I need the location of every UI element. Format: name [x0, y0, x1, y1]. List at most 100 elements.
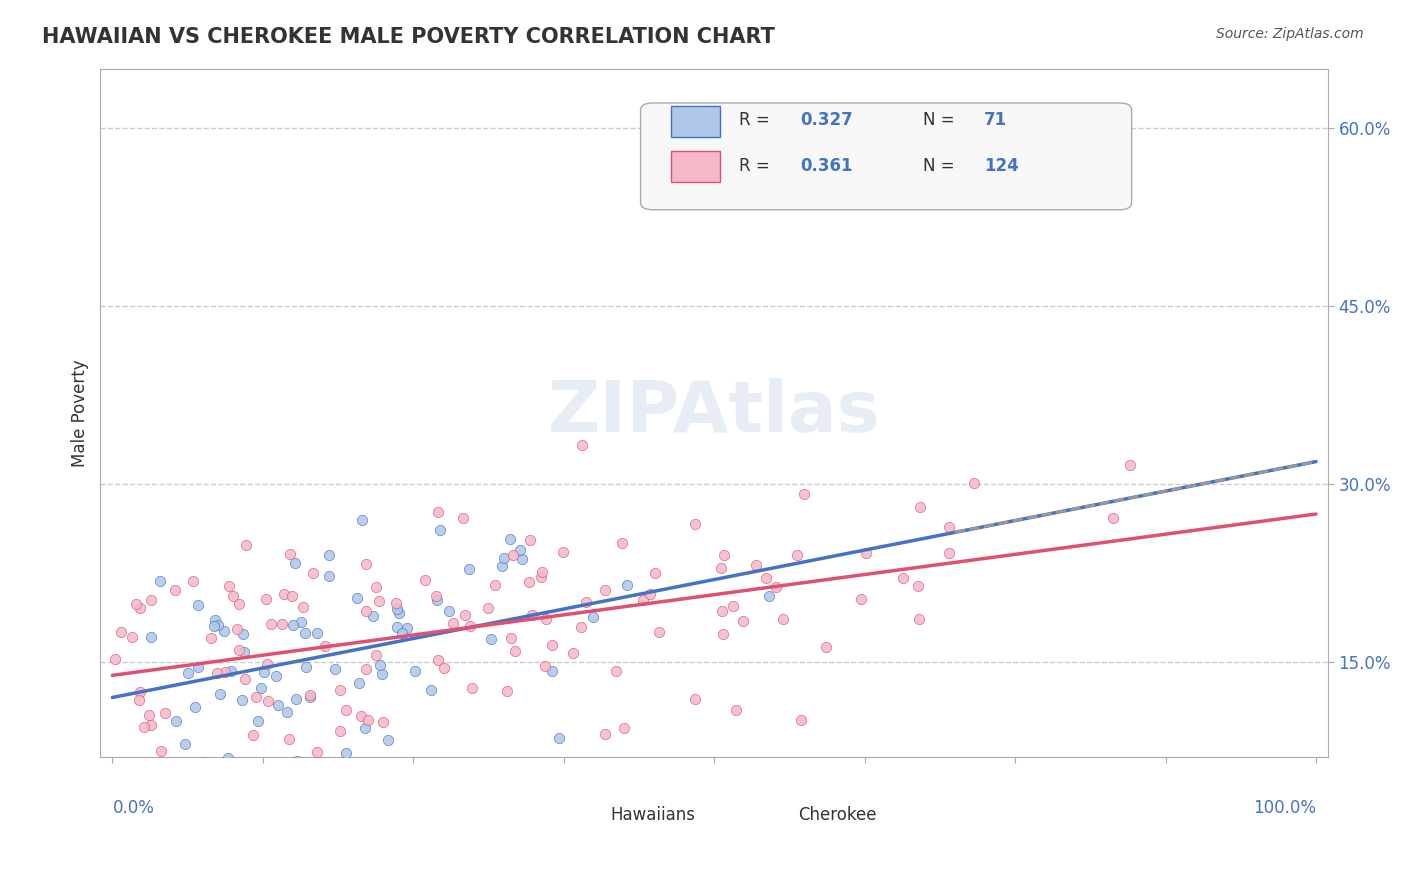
Point	[503, 762, 526, 776]
Point	[280, 547, 302, 561]
Point	[335, 703, 357, 717]
Point	[891, 571, 914, 585]
Point	[938, 546, 960, 560]
Point	[426, 504, 449, 518]
Point	[631, 593, 654, 607]
Point	[495, 684, 517, 698]
FancyBboxPatch shape	[769, 783, 800, 802]
Point	[242, 728, 264, 742]
Point	[278, 731, 301, 746]
Point	[307, 626, 329, 640]
Point	[323, 662, 346, 676]
Point	[260, 616, 283, 631]
Point	[429, 523, 451, 537]
Point	[454, 608, 477, 623]
Point	[731, 614, 754, 628]
Point	[907, 612, 929, 626]
Point	[613, 721, 636, 735]
Point	[349, 709, 371, 723]
Point	[233, 673, 256, 687]
Point	[574, 595, 596, 609]
Point	[228, 643, 250, 657]
Point	[307, 745, 329, 759]
Point	[477, 601, 499, 615]
Point	[295, 660, 318, 674]
Point	[963, 475, 986, 490]
Point	[290, 615, 312, 629]
Point	[541, 665, 564, 679]
Point	[322, 774, 344, 789]
Point	[110, 624, 132, 639]
Point	[531, 566, 554, 580]
Point	[139, 718, 162, 732]
Point	[245, 690, 267, 704]
Point	[294, 626, 316, 640]
Point	[212, 624, 235, 638]
Point	[509, 542, 531, 557]
Point	[404, 664, 426, 678]
Point	[530, 570, 553, 584]
FancyBboxPatch shape	[671, 151, 720, 182]
Point	[283, 618, 305, 632]
Point	[132, 720, 155, 734]
Point	[772, 612, 794, 626]
Point	[419, 683, 441, 698]
Point	[395, 621, 418, 635]
Point	[907, 579, 929, 593]
Point	[377, 733, 399, 747]
Point	[257, 694, 280, 708]
Point	[1102, 510, 1125, 524]
Point	[484, 577, 506, 591]
Point	[221, 664, 243, 678]
Point	[177, 665, 200, 680]
Point	[266, 698, 288, 712]
Point	[685, 691, 707, 706]
Point	[125, 597, 148, 611]
Point	[276, 705, 298, 719]
Point	[354, 603, 377, 617]
Text: Hawaiians: Hawaiians	[610, 805, 696, 823]
Point	[758, 589, 780, 603]
Point	[273, 587, 295, 601]
Text: N =: N =	[922, 157, 960, 176]
Point	[908, 500, 931, 515]
Point	[292, 600, 315, 615]
Point	[139, 593, 162, 607]
Point	[711, 627, 734, 641]
Point	[329, 723, 352, 738]
Point	[433, 661, 456, 675]
Point	[364, 648, 387, 662]
Point	[427, 653, 450, 667]
Text: 71: 71	[984, 112, 1008, 129]
Point	[745, 558, 768, 572]
Point	[208, 687, 231, 701]
Point	[385, 602, 408, 616]
Point	[494, 551, 516, 566]
Point	[364, 580, 387, 594]
Point	[207, 665, 229, 680]
Point	[281, 589, 304, 603]
Point	[571, 438, 593, 452]
Point	[391, 626, 413, 640]
Point	[318, 548, 340, 562]
Point	[314, 639, 336, 653]
Point	[368, 657, 391, 672]
Text: HAWAIIAN VS CHEROKEE MALE POVERTY CORRELATION CHART: HAWAIIAN VS CHEROKEE MALE POVERTY CORREL…	[42, 27, 775, 46]
Point	[710, 561, 733, 575]
Point	[335, 747, 357, 761]
Point	[264, 669, 287, 683]
Point	[522, 607, 544, 622]
Point	[104, 652, 127, 666]
Point	[250, 681, 273, 695]
Point	[710, 604, 733, 618]
Point	[553, 545, 575, 559]
Point	[439, 604, 461, 618]
Point	[232, 627, 254, 641]
Point	[139, 631, 162, 645]
Point	[128, 693, 150, 707]
FancyBboxPatch shape	[671, 106, 720, 137]
Point	[855, 546, 877, 560]
Point	[121, 630, 143, 644]
Point	[214, 665, 236, 679]
Point	[253, 665, 276, 680]
